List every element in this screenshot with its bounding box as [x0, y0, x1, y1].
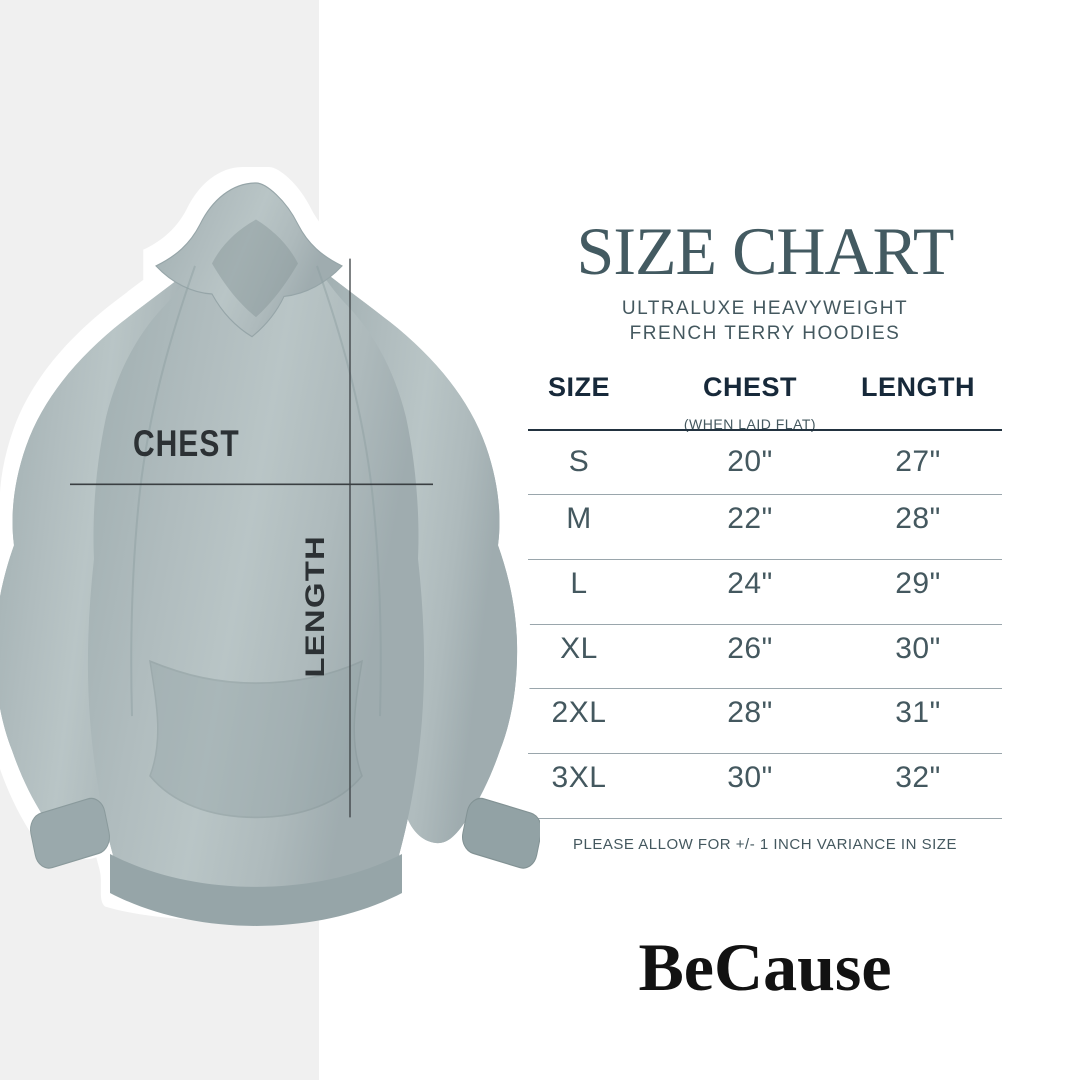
svg-text:CHEST: CHEST [133, 425, 240, 465]
svg-text:LENGTH: LENGTH [301, 535, 331, 678]
